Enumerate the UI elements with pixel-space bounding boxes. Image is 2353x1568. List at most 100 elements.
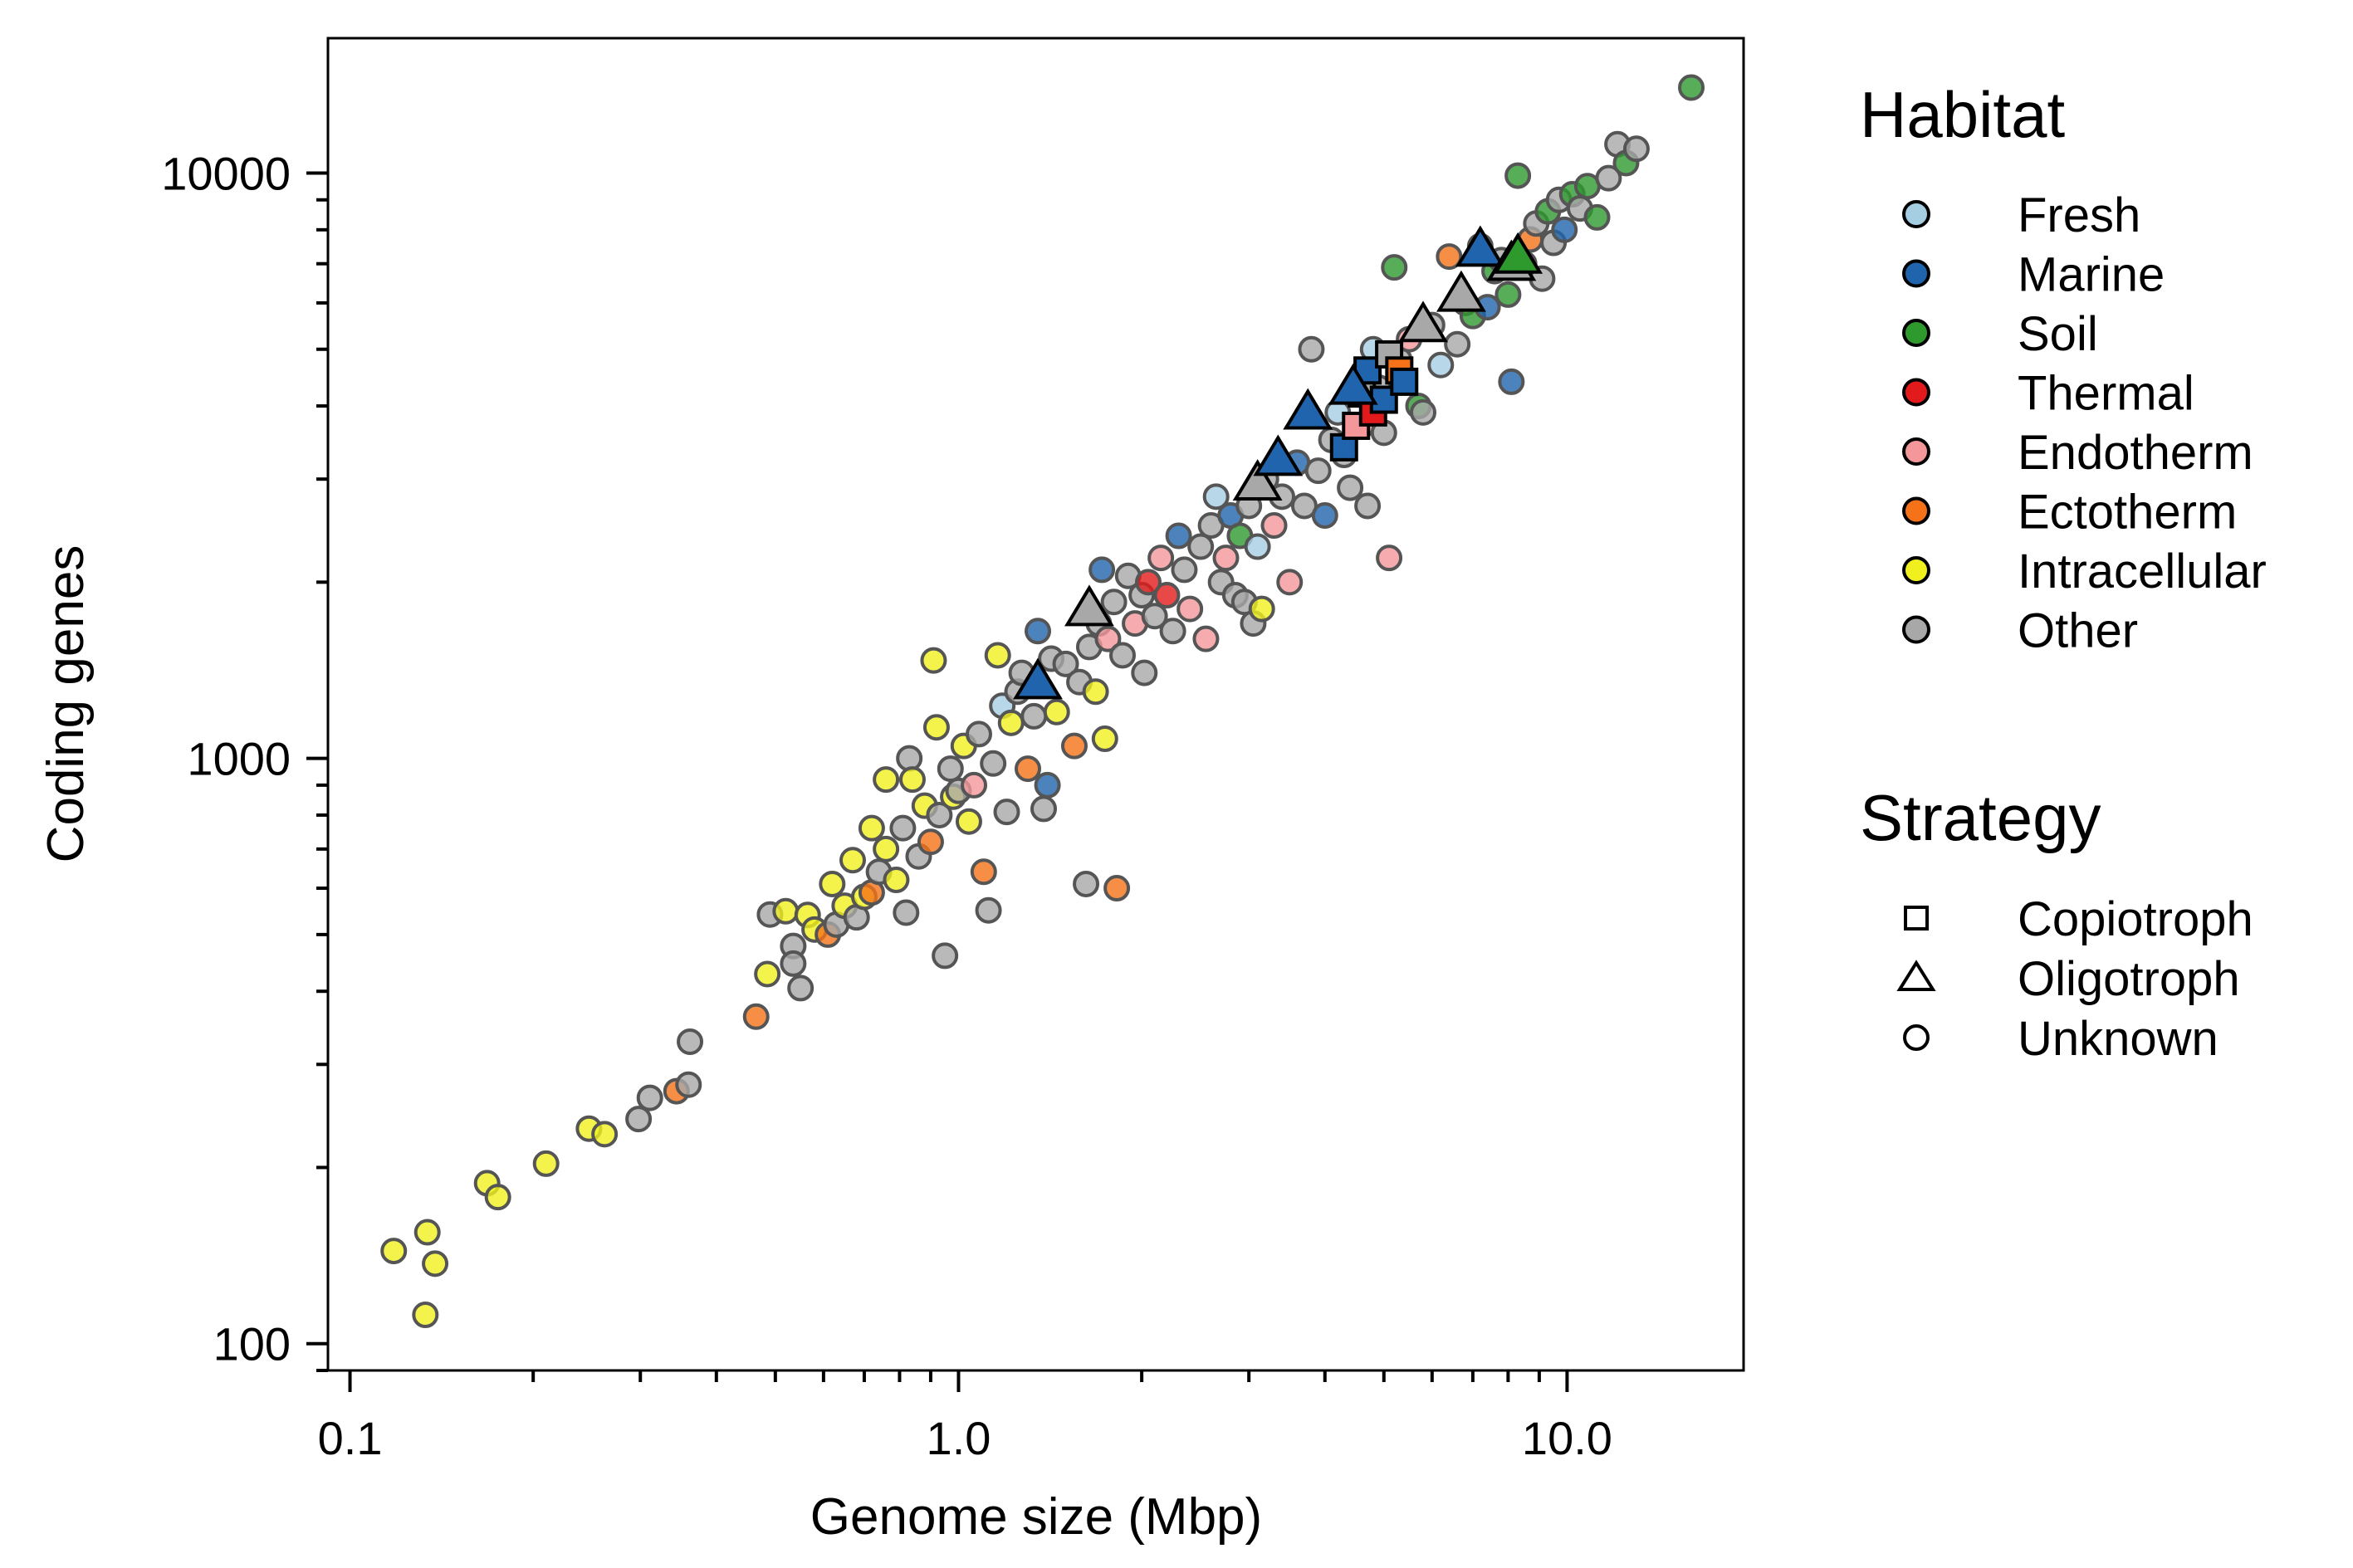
point-unknown-soil [1504, 162, 1532, 189]
point-unknown-endotherm [1376, 545, 1403, 572]
point-unknown-other [675, 1071, 702, 1098]
point-unknown-other [1030, 795, 1058, 823]
point-unknown-other [937, 755, 964, 783]
legend-label-marine: Marine [2018, 248, 2165, 302]
point-unknown-endotherm [961, 771, 988, 799]
point-unknown-endotherm [1276, 569, 1304, 596]
point-unknown-ectotherm [917, 828, 944, 856]
point-unknown-other [1100, 589, 1128, 616]
point-unknown-intracellular [873, 835, 900, 862]
point-unknown-ectotherm [1060, 732, 1088, 760]
point-unknown-intracellular [532, 1150, 560, 1177]
x-ticks [348, 1370, 1569, 1392]
point-unknown-other [787, 975, 814, 1002]
point-unknown-endotherm [1260, 512, 1288, 540]
point-oligotroph-marine [1283, 388, 1333, 430]
point-unknown-intracellular [883, 867, 910, 894]
x-axis-title: Genome size (Mbp) [810, 1488, 1262, 1546]
point-unknown-endotherm [1176, 595, 1204, 623]
point-unknown-ectotherm [742, 1003, 770, 1030]
legend-strategy-entries: Copiotroph Oligotroph Unknown [1896, 892, 2253, 1066]
legend-label-soil: Soil [2018, 307, 2098, 361]
legend-swatch-intracellular [1902, 556, 1930, 584]
point-unknown-intracellular [484, 1184, 511, 1211]
legend-label-unknown: Unknown [2018, 1012, 2218, 1066]
y-axis: 100 1000 10000 Coding genes [37, 38, 330, 1372]
point-unknown-intracellular [772, 897, 800, 925]
point-unknown-intracellular [858, 814, 885, 842]
point-unknown-other [893, 899, 920, 926]
legend-swatch-ectotherm [1902, 496, 1930, 525]
point-unknown-ectotherm [1014, 755, 1041, 783]
point-unknown-other [926, 801, 953, 828]
point-unknown-endotherm [1094, 625, 1122, 652]
point-unknown-intracellular [754, 960, 781, 988]
point-unknown-other [1052, 650, 1079, 677]
legend-label-intracellular: Intracellular [2018, 545, 2267, 598]
legend-swatch-endotherm [1902, 437, 1930, 466]
point-unknown-fresh [1427, 351, 1455, 379]
point-oligotroph-other [1064, 584, 1114, 627]
data-points [380, 74, 1705, 1329]
legend-marker-oligotroph [1896, 960, 1936, 991]
point-oligotroph-marine [1253, 434, 1304, 476]
point-unknown-other [1298, 335, 1325, 363]
point-unknown-marine [1165, 522, 1192, 550]
point-unknown-other [1171, 556, 1198, 584]
point-unknown-other [780, 950, 807, 977]
point-unknown-other [1131, 659, 1158, 686]
legend-swatch-fresh [1902, 200, 1930, 228]
point-unknown-soil [1583, 203, 1611, 231]
point-unknown-soil [1494, 281, 1522, 308]
point-unknown-other [1354, 492, 1382, 520]
point-unknown-marine [1088, 556, 1116, 584]
y-axis-title: Coding genes [37, 545, 95, 863]
legend-label-other: Other [2018, 604, 2138, 658]
point-unknown-intracellular [819, 870, 846, 897]
point-unknown-other [1109, 642, 1137, 669]
point-oligotroph-other [1232, 459, 1283, 501]
legend-label-ectotherm: Ectotherm [2018, 486, 2237, 540]
point-unknown-intracellular [422, 1250, 449, 1277]
point-unknown-intracellular [839, 847, 867, 874]
point-unknown-endotherm [1147, 545, 1175, 572]
point-unknown-other [993, 799, 1020, 826]
point-oligotroph-soil [1493, 232, 1543, 274]
point-oligotroph-marine [1328, 363, 1378, 405]
point-unknown-other [1187, 533, 1215, 560]
point-unknown-ectotherm [970, 858, 997, 886]
x-axis: 0.1 1.0 10.0 Genome size (Mbp) [318, 1369, 1744, 1546]
legend-title-strategy: Strategy [1860, 781, 2101, 854]
point-unknown-other [1444, 330, 1471, 358]
point-unknown-other [889, 814, 917, 842]
legend-swatch-other [1902, 615, 1930, 644]
point-unknown-ectotherm [1103, 875, 1131, 902]
point-unknown-intracellular [873, 766, 900, 794]
legend-label-fresh: Fresh [2018, 188, 2140, 242]
point-unknown-intracellular [955, 808, 982, 835]
point-unknown-intracellular [412, 1302, 439, 1329]
point-unknown-intracellular [591, 1121, 619, 1148]
point-unknown-intracellular [898, 766, 926, 794]
point-unknown-intracellular [984, 642, 1011, 669]
point-oligotroph-other [1436, 270, 1486, 312]
point-unknown-other [677, 1028, 704, 1055]
point-unknown-other [1141, 603, 1168, 630]
y-tick-label-0: 100 [213, 1318, 291, 1370]
point-unknown-marine [1025, 618, 1052, 645]
point-unknown-other [1020, 702, 1048, 730]
legend-label-oligotroph: Oligotroph [2018, 952, 2240, 1006]
point-copiotroph-marine [1390, 367, 1419, 396]
legend-marker-unknown [1903, 1024, 1930, 1051]
point-unknown-other [896, 745, 923, 772]
point-unknown-other [1595, 164, 1622, 192]
point-unknown-soil [1381, 254, 1408, 281]
point-unknown-intracellular [1082, 678, 1109, 706]
point-unknown-intracellular [997, 709, 1025, 736]
point-unknown-ectotherm [1436, 243, 1463, 271]
point-oligotroph-marine [1013, 657, 1063, 700]
point-unknown-intracellular [922, 714, 950, 741]
